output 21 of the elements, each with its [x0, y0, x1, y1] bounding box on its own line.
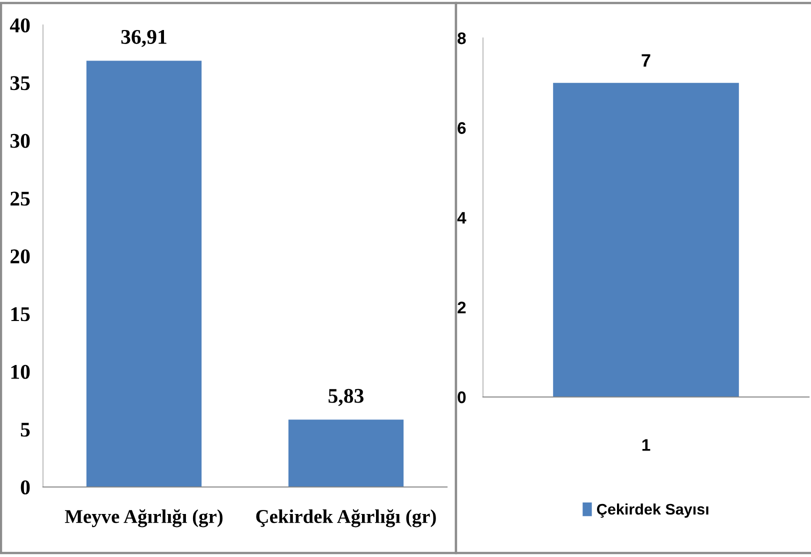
- y-tick-label: 0: [20, 480, 30, 494]
- y-tick-label: 0: [458, 391, 466, 404]
- y-tick-label: 10: [11, 364, 30, 379]
- y-tick-label: 4: [457, 212, 466, 224]
- x-tick-label: Meyve Ağırlığı (gr): [64, 509, 223, 528]
- legend-label: Çekirdek Sayısı: [597, 503, 708, 518]
- y-tick-label: 40: [10, 18, 30, 32]
- x-tick-label: Çekirdek Ağırlığı (gr): [256, 509, 436, 528]
- data-label: 5,83: [328, 388, 364, 406]
- y-tick-label: 6: [458, 122, 466, 134]
- y-tick-label: 35: [10, 76, 30, 90]
- y-tick-label: 5: [20, 422, 30, 437]
- x-tick-label: 1: [642, 439, 650, 451]
- y-tick-label: 20: [10, 249, 30, 264]
- y-tick-label: 15: [11, 307, 30, 322]
- data-label: 36,91: [121, 30, 166, 47]
- data-label: 7: [642, 54, 650, 67]
- y-tick-label: 2: [458, 302, 466, 314]
- y-tick-label: 30: [10, 134, 30, 148]
- y-tick-label: 8: [458, 32, 466, 44]
- y-tick-label: 25: [10, 192, 30, 206]
